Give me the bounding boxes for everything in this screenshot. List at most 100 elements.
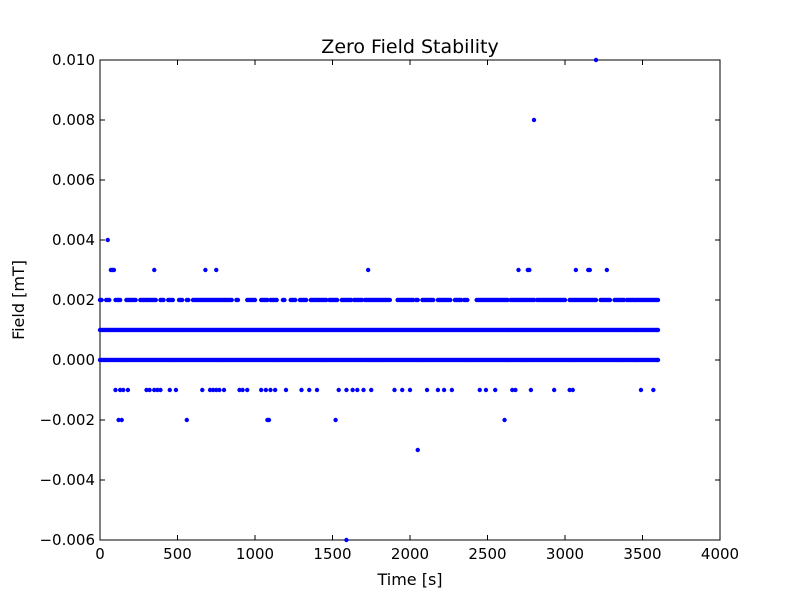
data-point [350,387,355,393]
data-point [334,297,340,303]
data-point [214,267,219,273]
data-point [415,297,420,303]
chart-title: Zero Field Stability [321,36,498,58]
data-point [307,387,312,393]
data-point [229,297,234,303]
data-point [516,267,521,273]
x-tick-label: 3500 [623,545,661,563]
data-point [410,297,416,303]
x-tick-label: 2000 [391,545,429,563]
data-point [252,297,258,303]
data-point [125,387,131,393]
data-point [200,387,205,393]
data-point [510,387,515,393]
data-point [336,387,341,393]
data-point [359,297,365,303]
data-point [179,297,185,303]
data-point [604,267,610,273]
data-point [562,297,568,303]
data-point [528,387,534,393]
data-point [587,267,592,273]
x-tick-label: 500 [163,545,192,563]
data-point [531,297,537,303]
data-point [465,297,470,303]
data-point [117,297,123,303]
x-tick-label: 1500 [313,545,351,563]
data-point [240,387,245,393]
y-tick-label: 0.006 [52,171,95,189]
data-point [167,387,172,393]
x-axis-title: Time [s] [376,570,442,589]
data-point [161,297,166,303]
data-point [431,297,436,303]
x-tick-label: 0 [95,545,105,563]
data-point [441,387,447,393]
data-point [121,387,126,393]
x-tick-label: 3000 [546,545,584,563]
data-point [303,297,309,303]
data-point [505,297,510,303]
data-point [214,387,219,393]
data-points [97,57,661,543]
data-point [153,297,158,303]
data-point [333,417,338,423]
data-point [283,387,289,393]
data-point [344,537,349,543]
data-point [99,297,104,303]
data-point [152,267,157,273]
data-point [607,297,613,303]
x-axis: 0 500 1000 1500 2000 2500 3000 3500 4000 [95,60,739,563]
data-point [407,387,413,393]
data-point [493,387,498,393]
data-point [483,387,489,393]
data-point [282,297,287,303]
data-point [117,387,123,393]
data-point [448,297,453,303]
data-point [259,387,264,393]
y-tick-label: −0.004 [39,471,95,489]
data-point [184,417,189,423]
data-point [458,297,464,303]
data-point [435,387,441,393]
data-point [638,387,644,393]
y-axis-title: Field [mT] [9,260,28,340]
y-tick-label: 0.004 [52,231,95,249]
data-point [158,387,163,393]
data-point [155,387,160,393]
data-point [477,387,482,393]
data-point [355,387,360,393]
data-point [293,297,298,303]
data-point [105,237,110,243]
data-point [593,57,599,63]
y-tick-label: 0.008 [52,111,95,129]
data-point [387,297,393,303]
data-point [415,447,420,453]
data-point [274,297,279,303]
data-point [152,387,157,393]
data-point [365,267,371,273]
data-point [369,387,374,393]
data-point [570,387,575,393]
data-point [203,267,208,273]
data-point [593,297,599,303]
data-point [655,327,661,333]
data-point [237,387,242,393]
data-point [111,267,117,273]
data-point [207,387,213,393]
data-point [551,387,557,393]
data-point [651,387,656,393]
data-point [344,387,349,393]
data-point [119,417,124,423]
x-tick-label: 2500 [468,545,506,563]
data-point [655,297,661,303]
data-point [567,387,572,393]
data-point [299,387,304,393]
data-point [272,387,278,393]
data-point [210,387,216,393]
data-point [235,297,241,303]
data-point [324,297,329,303]
data-point [449,387,455,393]
y-tick-label: 0.000 [52,351,95,369]
data-point [424,387,430,393]
